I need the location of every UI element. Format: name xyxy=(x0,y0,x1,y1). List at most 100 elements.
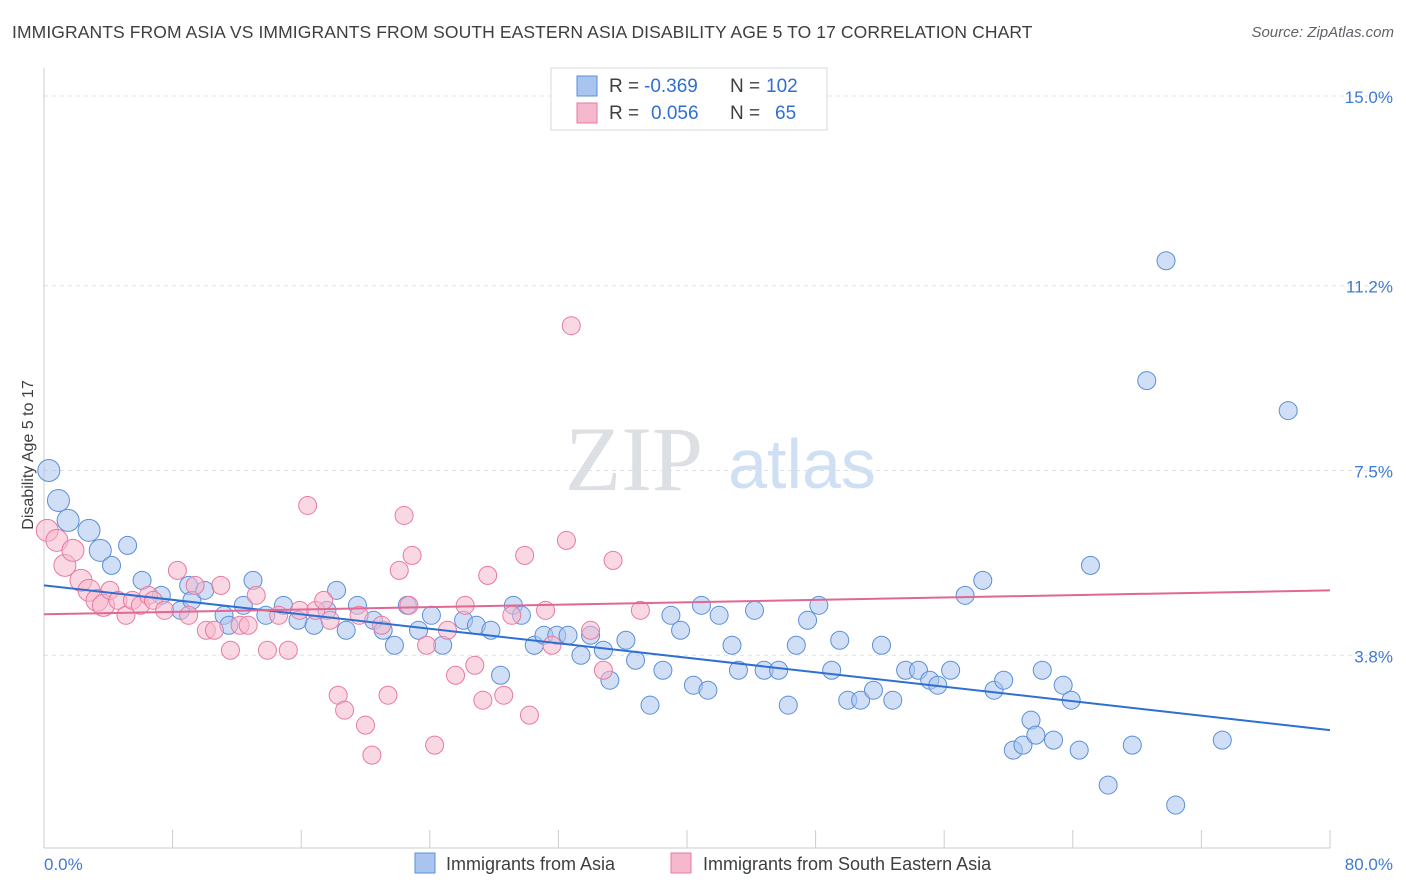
se-asia-point xyxy=(362,745,382,765)
se-asia-point xyxy=(61,538,85,562)
asia-point xyxy=(778,695,798,715)
legend-n-label-se-asia: N = xyxy=(730,103,760,124)
se-asia-point xyxy=(204,620,224,640)
chart-title: IMMIGRANTS FROM ASIA VS IMMIGRANTS FROM … xyxy=(12,22,1033,42)
asia-point xyxy=(102,555,122,575)
watermark: ZIP atlas xyxy=(565,408,876,510)
legend-n-value-asia: 102 xyxy=(766,76,798,97)
y-tick-label: 15.0% xyxy=(1345,88,1393,107)
asia-point xyxy=(994,670,1014,690)
asia-point xyxy=(851,690,871,710)
asia-point xyxy=(1044,730,1064,750)
asia-point xyxy=(1069,740,1089,760)
asia-point xyxy=(1166,795,1186,815)
se-asia-point xyxy=(372,615,392,635)
asia-point xyxy=(1212,730,1232,750)
asia-point xyxy=(728,660,748,680)
asia-point xyxy=(616,630,636,650)
asia-point xyxy=(88,538,112,562)
asia-point xyxy=(1053,675,1073,695)
se-asia-point xyxy=(502,605,522,625)
trend-lines xyxy=(43,584,1331,732)
se-asia-point xyxy=(542,635,562,655)
asia-point xyxy=(558,625,578,645)
se-asia-point xyxy=(593,660,613,680)
se-asia-point xyxy=(515,545,535,565)
asia-point xyxy=(1137,371,1157,391)
asia-point xyxy=(1122,735,1142,755)
asia-point xyxy=(955,585,975,605)
asia-point xyxy=(336,620,356,640)
asia-point xyxy=(1080,555,1100,575)
asia-point xyxy=(941,660,961,680)
asia-point xyxy=(1026,725,1046,745)
asia-point xyxy=(786,635,806,655)
asia-point xyxy=(1013,735,1033,755)
asia-point xyxy=(640,695,660,715)
legend-swatch-se-asia xyxy=(576,102,598,124)
legend-r-label-se-asia: R = xyxy=(609,103,639,124)
se-asia-trend-line xyxy=(43,589,1331,616)
legend-n-value-se-asia: 65 xyxy=(775,103,796,124)
se-asia-point xyxy=(561,316,581,336)
se-asia-point xyxy=(399,595,419,615)
asia-point xyxy=(421,605,441,625)
asia-point xyxy=(118,535,138,555)
asia-point xyxy=(1032,660,1052,680)
y-tick-label: 7.5% xyxy=(1354,463,1393,482)
asia-point xyxy=(872,635,892,655)
se-asia-point xyxy=(257,640,277,660)
se-asia-point xyxy=(320,610,340,630)
legend-r-value-asia: -0.369 xyxy=(644,76,698,97)
asia-point xyxy=(77,518,101,542)
se-asia-point xyxy=(238,615,258,635)
se-asia-point xyxy=(630,600,650,620)
series-legend-label-se-asia: Immigrants from South Eastern Asia xyxy=(703,854,992,874)
series-legend: Immigrants from Asia Immigrants from Sou… xyxy=(414,852,992,874)
asia-point xyxy=(769,660,789,680)
legend-r-label-asia: R = xyxy=(609,76,639,97)
asia-point xyxy=(830,630,850,650)
asia-point xyxy=(571,645,591,665)
se-asia-point xyxy=(298,495,318,515)
y-tick-label: 3.8% xyxy=(1354,647,1393,666)
asia-point xyxy=(384,635,404,655)
asia-point xyxy=(56,508,80,532)
se-asia-point xyxy=(478,565,498,585)
asia-point xyxy=(671,620,691,640)
se-asia-point xyxy=(446,665,466,685)
asia-point xyxy=(709,605,729,625)
se-asia-point xyxy=(356,715,375,735)
asia-point xyxy=(626,650,646,670)
se-asia-point xyxy=(211,575,231,595)
se-asia-point xyxy=(581,620,601,640)
se-asia-point xyxy=(425,735,445,755)
asia-point xyxy=(653,660,673,680)
se-asia-point xyxy=(455,595,475,615)
asia-point xyxy=(661,605,681,625)
y-tick-label: 11.2% xyxy=(1346,278,1393,297)
asia-point xyxy=(491,665,511,685)
watermark-atlas: atlas xyxy=(728,425,876,503)
se-asia-point xyxy=(402,545,422,565)
se-asia-point xyxy=(473,690,493,710)
stats-legend: R = -0.369 N = 102 R = 0.056 N = 65 xyxy=(550,67,828,131)
source-credit: Source: ZipAtlas.com xyxy=(1251,24,1394,41)
se-asia-point xyxy=(167,560,187,580)
asia-point xyxy=(698,680,718,700)
asia-point xyxy=(973,570,993,590)
watermark-zip: ZIP xyxy=(565,408,703,510)
asia-point xyxy=(798,610,818,630)
y-axis-label: Disability Age 5 to 17 xyxy=(20,380,37,530)
asia-point xyxy=(1278,401,1298,421)
series-legend-label-asia: Immigrants from Asia xyxy=(446,854,616,874)
legend-n-label-asia: N = xyxy=(730,76,760,97)
x-tick-labels: 0.0% 80.0% xyxy=(44,855,1393,874)
asia-point xyxy=(691,595,711,615)
y-tick-labels: 3.8% 7.5% 11.2% 15.0% xyxy=(1345,88,1393,666)
x-tick-marks xyxy=(172,830,1331,848)
se-asia-point xyxy=(417,635,437,655)
series-legend-swatch-se-asia xyxy=(670,852,692,874)
se-asia-point xyxy=(494,685,514,705)
